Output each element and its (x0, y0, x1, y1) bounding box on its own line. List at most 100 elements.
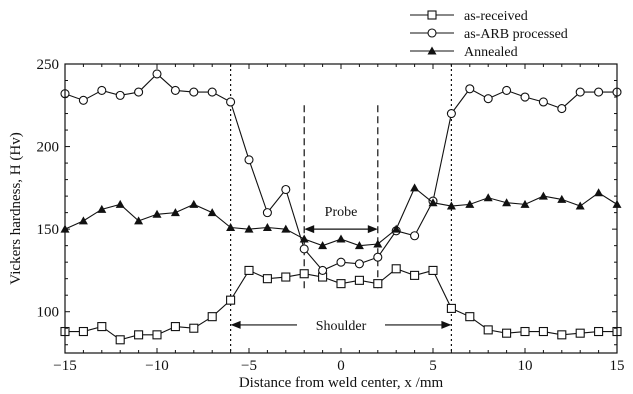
shoulder-label: Shoulder (316, 319, 367, 334)
data-point (207, 312, 217, 322)
data-point (299, 269, 309, 279)
x-tick-label: 10 (518, 358, 533, 374)
data-point (373, 252, 383, 262)
data-point (170, 322, 180, 332)
x-tick-label: −10 (145, 358, 168, 374)
probe-label: Probe (325, 205, 358, 220)
data-point (152, 69, 162, 79)
data-point (97, 85, 107, 95)
data-point (170, 85, 180, 95)
x-axis-label: Distance from weld center, x /mm (239, 375, 444, 391)
legend-item: as-received (410, 9, 528, 24)
data-point (557, 104, 567, 114)
probe-arrow-head-left (304, 225, 315, 234)
data-point (520, 199, 530, 208)
shoulder-arrow-head-right (441, 320, 452, 329)
legend-marker (427, 46, 437, 55)
series-triangle (60, 183, 622, 250)
x-tick-label: 15 (610, 358, 625, 374)
data-point (281, 272, 291, 282)
data-point (78, 326, 88, 337)
data-point (281, 184, 291, 195)
legend-marker (427, 10, 437, 20)
data-point (428, 198, 438, 207)
data-point (207, 208, 217, 217)
data-point (391, 224, 401, 233)
data-point (207, 87, 217, 97)
data-point (318, 265, 328, 275)
y-tick-label: 100 (37, 305, 60, 321)
data-point (446, 201, 456, 210)
data-point (115, 199, 125, 208)
data-point (189, 323, 199, 333)
x-tick-label: 0 (337, 358, 345, 374)
data-point (336, 234, 346, 243)
legend-marker (427, 28, 437, 38)
axes: −15 −10 −5 0 5 10 15 100 150 200 250 (37, 57, 625, 374)
data-point (226, 97, 236, 107)
data-point (354, 241, 364, 250)
data-point (483, 94, 493, 104)
legend: as-received as-ARB processed Annealed (410, 9, 568, 60)
data-point (226, 222, 236, 231)
x-tick-label: −15 (53, 358, 76, 374)
data-point (189, 199, 199, 208)
y-tick-label: 200 (37, 140, 60, 156)
data-point (281, 224, 291, 233)
data-point (299, 234, 309, 243)
data-point (465, 312, 475, 322)
data-point (244, 224, 254, 233)
data-point (502, 85, 512, 95)
data-point (115, 90, 125, 100)
data-point (483, 325, 493, 335)
data-point (410, 270, 420, 280)
y-axis-label: Vickers hardness, H (Hv) (8, 132, 24, 284)
data-point (594, 188, 604, 197)
data-point (336, 279, 346, 289)
data-point (538, 97, 548, 107)
data-point (134, 330, 144, 340)
data-point (115, 335, 125, 345)
data-point (502, 198, 512, 207)
x-tick-label: 5 (429, 358, 437, 374)
data-point (594, 87, 604, 97)
data-point (78, 216, 88, 225)
data-point (465, 199, 475, 208)
data-point (410, 231, 420, 241)
data-point (465, 84, 475, 94)
data-point (373, 279, 383, 289)
data-point (97, 204, 107, 213)
data-point (244, 155, 254, 165)
data-point (483, 193, 493, 202)
data-point (299, 244, 309, 254)
data-point (446, 108, 456, 119)
data-point (391, 264, 401, 274)
data-point (502, 328, 512, 338)
data-point (78, 95, 88, 105)
data-point (538, 326, 548, 337)
data-point (152, 209, 162, 218)
legend-label: Annealed (464, 45, 518, 60)
data-point (446, 303, 456, 313)
data-point (410, 183, 420, 192)
x-tick-label: −5 (241, 358, 257, 374)
data-point (520, 326, 530, 337)
y-tick-label: 250 (37, 57, 60, 73)
y-tick-label: 150 (37, 222, 60, 238)
data-point (428, 265, 438, 275)
data-point (520, 92, 530, 102)
data-point (557, 194, 567, 203)
data-point (152, 330, 162, 340)
data-point (318, 241, 328, 250)
data-point (594, 326, 604, 337)
data-point (170, 208, 180, 217)
series-circle (60, 69, 622, 275)
shoulder-arrow-head-left (230, 320, 241, 329)
data-point (373, 239, 383, 248)
data-point (134, 87, 144, 97)
legend-label: as-received (464, 9, 528, 24)
data-point (226, 295, 236, 305)
data-point (575, 328, 585, 338)
data-point (262, 222, 272, 231)
